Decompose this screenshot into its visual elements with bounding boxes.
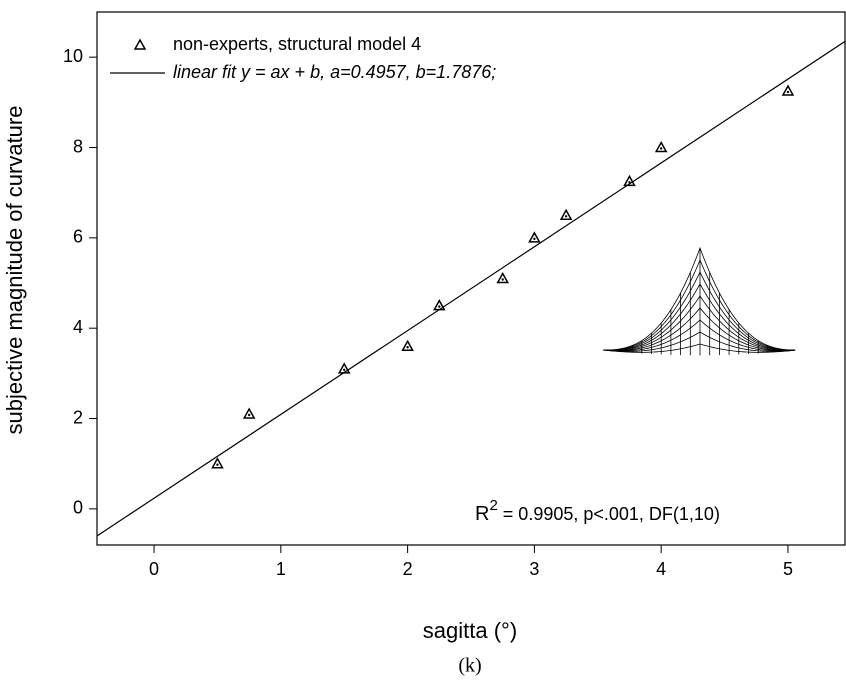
x-axis-label: sagitta (°) bbox=[423, 618, 517, 643]
mesh-ring bbox=[602, 331, 796, 352]
mesh-ring bbox=[602, 319, 796, 352]
point bbox=[242, 407, 256, 419]
point-center bbox=[564, 215, 568, 218]
mesh-ring bbox=[602, 258, 796, 351]
point-center bbox=[786, 90, 790, 94]
mesh-ring bbox=[602, 271, 796, 351]
point bbox=[781, 84, 795, 96]
point-center bbox=[533, 237, 536, 241]
annotation-superscript: 2 bbox=[489, 497, 497, 514]
y-tick-label: 8 bbox=[73, 136, 83, 156]
y-tick-label: 0 bbox=[73, 498, 83, 518]
annotation-part: = 0.9905, p<.001, DF(1,10) bbox=[498, 504, 720, 524]
point bbox=[496, 271, 509, 284]
x-tick-label: 5 bbox=[783, 559, 793, 579]
legend-label: linear fit y = ax + b, a=0.4957, b=1.787… bbox=[173, 62, 496, 82]
point bbox=[401, 339, 414, 352]
point-center bbox=[501, 278, 504, 281]
legend-marker bbox=[133, 38, 147, 50]
point bbox=[654, 140, 668, 153]
y-tick-label: 10 bbox=[63, 46, 83, 66]
point-center bbox=[247, 413, 251, 417]
point bbox=[433, 299, 446, 311]
mesh-ring bbox=[602, 283, 796, 351]
point-center bbox=[438, 305, 441, 308]
y-tick-label: 2 bbox=[73, 407, 83, 427]
y-tick-label: 6 bbox=[73, 227, 83, 247]
plot-area bbox=[97, 40, 845, 537]
annotation-part: R bbox=[475, 503, 489, 525]
mesh-ring bbox=[602, 343, 796, 353]
point-center bbox=[406, 346, 409, 349]
x-tick-label: 0 bbox=[149, 559, 159, 579]
fit-line bbox=[97, 40, 845, 537]
point bbox=[559, 208, 573, 221]
x-tick-label: 2 bbox=[403, 559, 413, 579]
y-axis-label: subjective magnitude of curvature bbox=[2, 106, 27, 435]
mesh-outline bbox=[602, 246, 796, 351]
point-center bbox=[659, 147, 663, 150]
point bbox=[337, 362, 351, 374]
x-tick-label: 1 bbox=[276, 559, 286, 579]
mesh-ring bbox=[602, 295, 796, 351]
plot-frame bbox=[96, 11, 846, 546]
caption: (k) bbox=[458, 655, 481, 677]
annotation: R2 = 0.9905, p<.001, DF(1,10) bbox=[475, 497, 720, 525]
x-tick-label: 3 bbox=[529, 559, 539, 579]
legend-label: non-experts, structural model 4 bbox=[173, 34, 421, 54]
point-center bbox=[343, 368, 346, 372]
mesh-ring bbox=[602, 307, 796, 351]
point bbox=[623, 174, 636, 187]
inset-mesh bbox=[602, 246, 796, 356]
x-tick-label: 4 bbox=[656, 559, 666, 579]
y-tick-label: 4 bbox=[73, 317, 83, 337]
point-center bbox=[216, 463, 219, 466]
point bbox=[211, 457, 224, 469]
point bbox=[528, 231, 541, 243]
